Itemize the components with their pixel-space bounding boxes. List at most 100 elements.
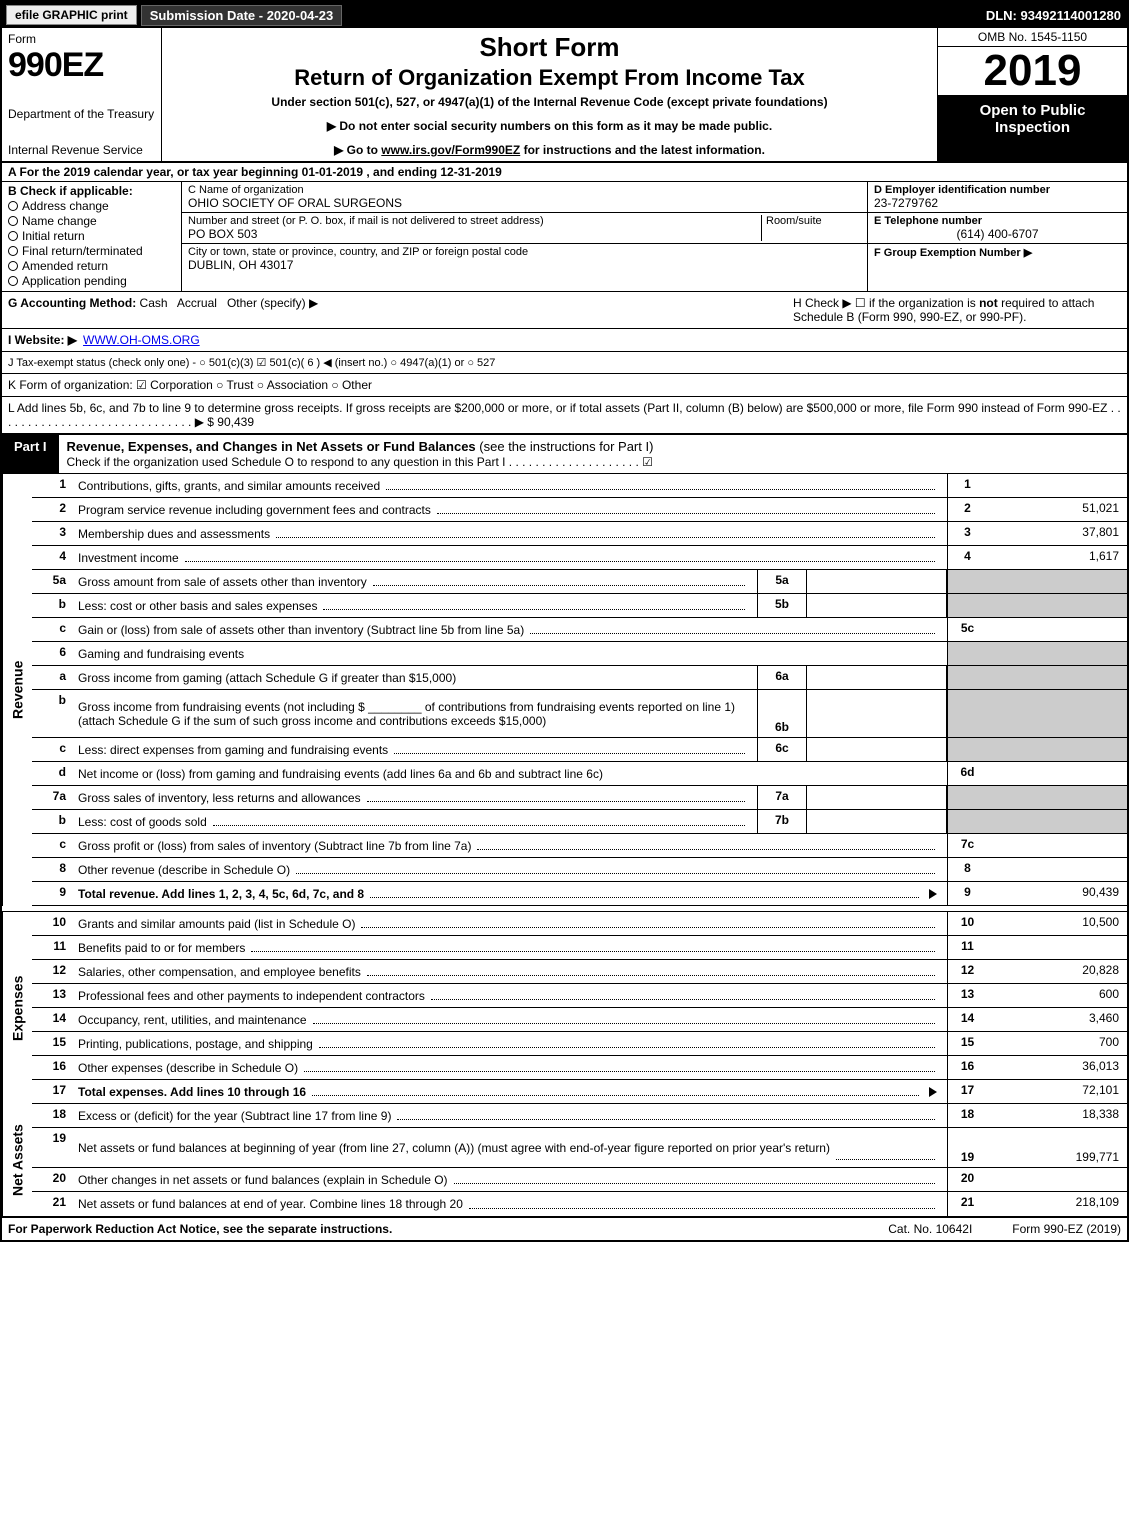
sub-ref: 6a [757, 666, 807, 689]
l-text: L Add lines 5b, 6c, and 7b to line 9 to … [8, 401, 1121, 429]
line-num: 8 [32, 858, 72, 881]
line-desc: Benefits paid to or for members [72, 936, 947, 959]
line-text: Less: direct expenses from gaming and fu… [78, 743, 388, 757]
line-amount: 10,500 [987, 912, 1127, 935]
line-text: Gain or (loss) from sale of assets other… [78, 623, 524, 637]
line-num: b [32, 810, 72, 833]
expenses-lines: 10 Grants and similar amounts paid (list… [32, 912, 1127, 1104]
row-k-org-form: K Form of organization: ☑ Corporation ○ … [2, 374, 1127, 397]
b-item-label: Name change [22, 214, 97, 228]
line-12: 12 Salaries, other compensation, and emp… [32, 960, 1127, 984]
triangle-icon [929, 889, 937, 899]
part-i-title-bold: Revenue, Expenses, and Changes in Net As… [67, 439, 476, 454]
line-11: 11 Benefits paid to or for members 11 [32, 936, 1127, 960]
page-footer: For Paperwork Reduction Act Notice, see … [2, 1218, 1127, 1240]
b-initial-return[interactable]: Initial return [8, 229, 175, 243]
dots-icon [397, 1110, 935, 1120]
line-num: 7a [32, 786, 72, 809]
line-desc: Gaming and fundraising events [72, 642, 947, 665]
irs-link[interactable]: www.irs.gov/Form990EZ [381, 143, 520, 157]
goto-line: ▶ Go to www.irs.gov/Form990EZ for instru… [170, 143, 929, 157]
dots-icon [296, 864, 935, 874]
b-name-change[interactable]: Name change [8, 214, 175, 228]
b-final-return[interactable]: Final return/terminated [8, 244, 175, 258]
line-amount: 72,101 [987, 1080, 1127, 1103]
website-link[interactable]: WWW.OH-OMS.ORG [83, 333, 200, 347]
line-desc: Net assets or fund balances at end of ye… [72, 1192, 947, 1216]
header-right: OMB No. 1545-1150 2019 Open to Public In… [937, 28, 1127, 161]
section-c: C Name of organization OHIO SOCIETY OF O… [182, 182, 867, 291]
line-ref-shade [947, 570, 987, 593]
line-ref: 20 [947, 1168, 987, 1191]
line-amount: 1,617 [987, 546, 1127, 569]
line-text: Other changes in net assets or fund bala… [78, 1173, 448, 1187]
line-desc: Occupancy, rent, utilities, and maintena… [72, 1008, 947, 1031]
revenue-lines: 1 Contributions, gifts, grants, and simi… [32, 474, 1127, 906]
line-num: 20 [32, 1168, 72, 1191]
c-addr-label: Number and street (or P. O. box, if mail… [188, 215, 761, 227]
under-section: Under section 501(c), 527, or 4947(a)(1)… [170, 95, 929, 109]
sub-ref: 6c [757, 738, 807, 761]
d-ein: 23-7279762 [874, 196, 1121, 210]
expenses-section: Expenses 10 Grants and similar amounts p… [2, 912, 1127, 1104]
line-text: Occupancy, rent, utilities, and maintena… [78, 1013, 307, 1027]
dln-label: DLN: 93492114001280 [986, 8, 1121, 23]
line-num: c [32, 738, 72, 761]
line-desc: Contributions, gifts, grants, and simila… [72, 474, 947, 497]
line-amount: 3,460 [987, 1008, 1127, 1031]
line-text: Gross income from gaming (attach Schedul… [78, 671, 456, 685]
line-20: 20 Other changes in net assets or fund b… [32, 1168, 1127, 1192]
line-ref: 3 [947, 522, 987, 545]
line-num: b [32, 690, 72, 737]
line-amount [987, 762, 1127, 785]
line-10: 10 Grants and similar amounts paid (list… [32, 912, 1127, 936]
dots-icon [361, 918, 935, 928]
footer-form-ref: Form 990-EZ (2019) [1012, 1222, 1121, 1236]
sub-amount [807, 690, 947, 737]
line-desc: Total expenses. Add lines 10 through 16 [72, 1080, 947, 1103]
part-i-header: Part I Revenue, Expenses, and Changes in… [2, 435, 1127, 474]
line-amount: 37,801 [987, 522, 1127, 545]
c-org-name: OHIO SOCIETY OF ORAL SURGEONS [188, 196, 861, 210]
b-amended-return[interactable]: Amended return [8, 259, 175, 273]
sub-ref: 7b [757, 810, 807, 833]
line-ref: 10 [947, 912, 987, 935]
line-amount: 90,439 [987, 882, 1127, 905]
circle-icon [8, 261, 18, 271]
line-text: Benefits paid to or for members [78, 941, 245, 955]
line-text: Less: cost or other basis and sales expe… [78, 599, 317, 613]
g-label: G Accounting Method: [8, 296, 136, 310]
line-num: 1 [32, 474, 72, 497]
b-address-change[interactable]: Address change [8, 199, 175, 213]
line-amount-shade [987, 810, 1127, 833]
line-num: c [32, 618, 72, 641]
line-desc: Less: direct expenses from gaming and fu… [72, 738, 757, 761]
line-15: 15 Printing, publications, postage, and … [32, 1032, 1127, 1056]
net-assets-side-label: Net Assets [2, 1104, 32, 1216]
line-amount-shade [987, 738, 1127, 761]
line-num: 9 [32, 882, 72, 905]
line-num: 4 [32, 546, 72, 569]
line-ref: 1 [947, 474, 987, 497]
line-num: 11 [32, 936, 72, 959]
line-ref: 15 [947, 1032, 987, 1055]
line-num: 18 [32, 1104, 72, 1127]
b-application-pending[interactable]: Application pending [8, 274, 175, 288]
line-ref: 5c [947, 618, 987, 641]
line-desc: Excess or (deficit) for the year (Subtra… [72, 1104, 947, 1127]
line-amount-shade [987, 786, 1127, 809]
line-3: 3 Membership dues and assessments 3 37,8… [32, 522, 1127, 546]
line-text: Other expenses (describe in Schedule O) [78, 1061, 298, 1075]
sub-ref: 5b [757, 594, 807, 617]
line-7a: 7a Gross sales of inventory, less return… [32, 786, 1127, 810]
dept-irs: Internal Revenue Service [8, 143, 155, 157]
line-num: 5a [32, 570, 72, 593]
dots-icon [394, 744, 745, 754]
efile-print-button[interactable]: efile GRAPHIC print [6, 5, 137, 25]
line-text: Total expenses. Add lines 10 through 16 [78, 1085, 306, 1099]
b-label: B Check if applicable: [8, 184, 175, 198]
dots-icon [530, 624, 935, 634]
h-text1: H Check ▶ ☐ if the organization is [793, 296, 979, 310]
line-desc: Gross sales of inventory, less returns a… [72, 786, 757, 809]
line-amount [987, 936, 1127, 959]
